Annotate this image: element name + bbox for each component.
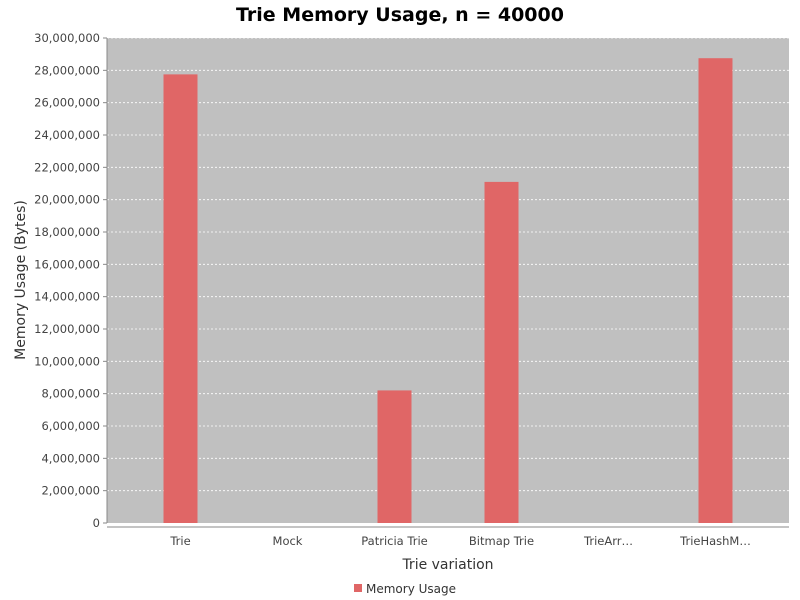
x-tick-label: TrieHashM… <box>679 534 751 548</box>
y-tick-label: 6,000,000 <box>41 419 100 433</box>
gridlines <box>107 37 789 492</box>
y-tick-label: 24,000,000 <box>34 128 100 142</box>
y-tick-label: 0 <box>93 516 100 530</box>
bar <box>163 74 198 523</box>
bar <box>484 181 519 523</box>
chart-title: Trie Memory Usage, n = 40000 <box>236 4 564 26</box>
x-axis: Trie Mock Patricia Trie Bitmap Trie TrieArr…… <box>107 526 789 548</box>
y-tick-label: 2,000,000 <box>41 484 100 498</box>
y-tick-label: 28,000,000 <box>34 63 100 77</box>
bar <box>377 390 412 523</box>
y-tick-label: 22,000,000 <box>34 160 100 174</box>
y-tick-label: 20,000,000 <box>34 193 100 207</box>
y-tick-label: 26,000,000 <box>34 96 100 110</box>
y-tick-label: 18,000,000 <box>34 225 100 239</box>
y-tick-label: 8,000,000 <box>41 387 100 401</box>
y-tick-label: 14,000,000 <box>34 290 100 304</box>
bars <box>163 58 733 523</box>
plot-area <box>107 38 789 523</box>
legend-label: Memory Usage <box>366 582 456 596</box>
legend-swatch <box>354 584 362 592</box>
y-axis-label: Memory Usage (Bytes) <box>13 200 29 360</box>
x-tick-label: Bitmap Trie <box>469 534 534 548</box>
y-tick-label: 12,000,000 <box>34 322 100 336</box>
y-tick-label: 10,000,000 <box>34 354 100 368</box>
x-tick-label: Trie <box>169 534 190 548</box>
x-axis-label: Trie variation <box>401 557 493 573</box>
y-tick-label: 30,000,000 <box>34 31 100 45</box>
y-tick-label: 4,000,000 <box>41 451 100 465</box>
y-tick-label: 16,000,000 <box>34 257 100 271</box>
legend: Memory Usage <box>354 582 456 596</box>
x-tick-label: Patricia Trie <box>361 534 427 548</box>
bar <box>698 58 733 523</box>
x-tick-label: Mock <box>273 534 303 548</box>
y-axis: 0 2,000,000 4,000,000 6,000,000 8,000,000 10,… <box>34 31 108 530</box>
x-tick-label: TrieArr… <box>583 534 633 548</box>
